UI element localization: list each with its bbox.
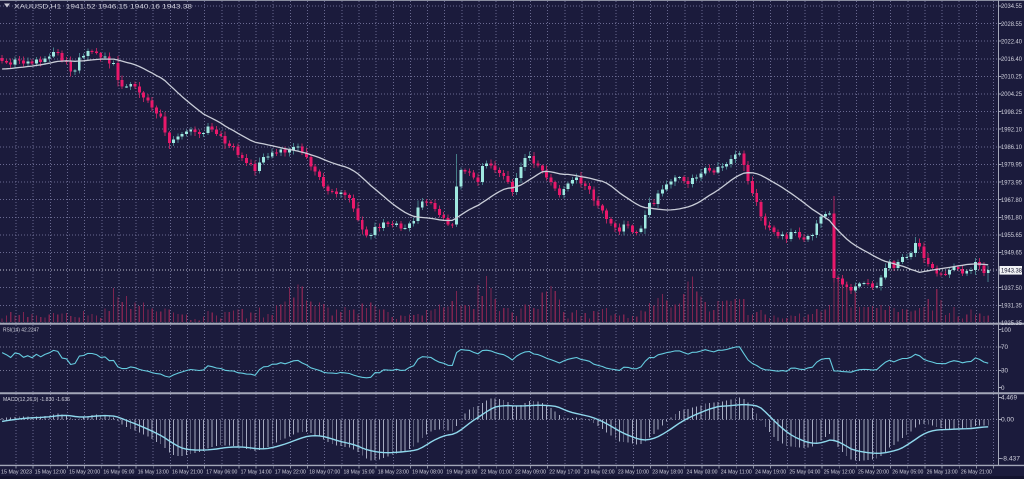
svg-text:22 May 17:00: 22 May 17:00 [549,470,581,476]
svg-text:1943.38: 1943.38 [1001,268,1023,275]
svg-text:15 May 20:00: 15 May 20:00 [69,470,101,476]
svg-text:26 May 05:00: 26 May 05:00 [892,470,924,476]
svg-text:23 May 18:00: 23 May 18:00 [652,470,684,476]
svg-text:1937.50: 1937.50 [1001,285,1023,292]
svg-text:17 May 14:00: 17 May 14:00 [241,470,273,476]
svg-text:2022.40: 2022.40 [1001,38,1023,45]
svg-text:1998.25: 1998.25 [1001,109,1023,116]
svg-text:1967.80: 1967.80 [1001,197,1023,204]
svg-text:25 May 04:00: 25 May 04:00 [789,470,821,476]
svg-text:23 May 10:00: 23 May 10:00 [618,470,650,476]
svg-text:19 May 08:00: 19 May 08:00 [412,470,444,476]
svg-text:16 May 05:00: 16 May 05:00 [103,470,135,476]
svg-text:15 May 2023: 15 May 2023 [1,470,33,476]
svg-text:18 May 07:00: 18 May 07:00 [309,470,341,476]
svg-text:1961.80: 1961.80 [1001,215,1023,222]
svg-text:22 May 01:00: 22 May 01:00 [481,470,513,476]
svg-text:4.469: 4.469 [1001,395,1018,402]
svg-text:2004.25: 2004.25 [1001,91,1023,98]
svg-text:1931.35: 1931.35 [1001,303,1023,310]
svg-text:24 May 11:00: 24 May 11:00 [721,470,753,476]
svg-text:2010.25: 2010.25 [1001,74,1023,81]
svg-text:XAUUSD,H1 1941.52 1946.15 194: XAUUSD,H1 1941.52 1946.15 1940.16 1943.3… [14,4,192,11]
svg-text:19 May 16:00: 19 May 16:00 [446,470,478,476]
svg-text:17 May 22:00: 17 May 22:00 [275,470,307,476]
svg-text:RSI(14) 42.2247: RSI(14) 42.2247 [3,328,39,334]
svg-text:1979.95: 1979.95 [1001,162,1023,169]
svg-text:30: 30 [1001,368,1009,375]
svg-text:22 May 09:00: 22 May 09:00 [515,470,547,476]
svg-text:0.00: 0.00 [1001,417,1015,424]
svg-text:100: 100 [1001,327,1012,334]
svg-text:25 May 20:00: 25 May 20:00 [858,470,890,476]
svg-text:25 May 12:00: 25 May 12:00 [824,470,856,476]
svg-text:2028.55: 2028.55 [1001,21,1023,28]
svg-text:1992.10: 1992.10 [1001,126,1023,133]
svg-text:15 May 12:00: 15 May 12:00 [35,470,67,476]
svg-text:1973.95: 1973.95 [1001,179,1023,186]
svg-text:1986.10: 1986.10 [1001,144,1023,151]
svg-text:16 May 21:00: 16 May 21:00 [172,470,204,476]
svg-text:24 May 19:00: 24 May 19:00 [755,470,787,476]
svg-text:1925.35: 1925.35 [1001,320,1023,327]
svg-text:2016.40: 2016.40 [1001,56,1023,63]
svg-text:0: 0 [1001,385,1005,392]
svg-text:18 May 23:00: 18 May 23:00 [378,470,410,476]
svg-text:26 May 13:00: 26 May 13:00 [927,470,959,476]
svg-text:MACD(12,26,9) -1.830 -1.636: MACD(12,26,9) -1.830 -1.636 [3,397,70,403]
svg-text:17 May 06:00: 17 May 06:00 [206,470,238,476]
svg-text:2034.55: 2034.55 [1001,3,1023,10]
svg-text:24 May 03:00: 24 May 03:00 [687,470,719,476]
svg-text:70: 70 [1001,344,1009,351]
svg-text:1955.65: 1955.65 [1001,232,1023,239]
svg-text:1949.65: 1949.65 [1001,250,1023,257]
svg-text:18 May 15:00: 18 May 15:00 [344,470,376,476]
svg-text:26 May 21:00: 26 May 21:00 [961,470,993,476]
svg-text:23 May 02:00: 23 May 02:00 [584,470,616,476]
svg-text:-8.437: -8.437 [1001,456,1021,463]
svg-text:16 May 13:00: 16 May 13:00 [138,470,170,476]
